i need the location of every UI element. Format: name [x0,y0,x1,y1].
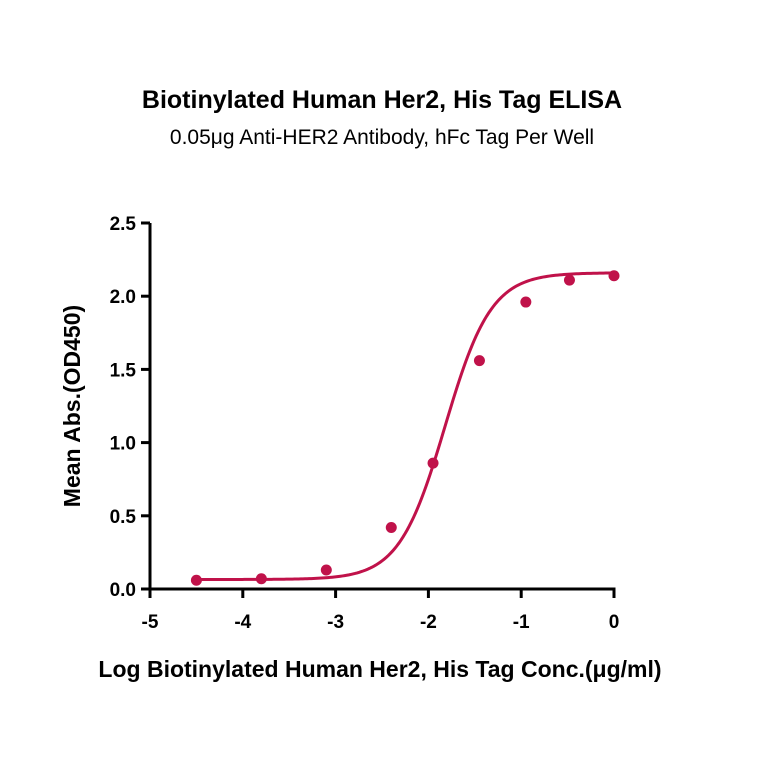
x-tick-label: 0 [609,612,620,633]
data-points-layer [190,270,620,586]
data-point [563,274,575,286]
data-point [473,355,485,367]
data-point [255,573,267,585]
x-tick-label: -1 [513,612,530,633]
chart-title: Biotinylated Human Her2, His Tag ELISA [141,86,623,114]
data-point [385,522,397,534]
axes: 0.0 0.5 1.0 1.5 2.0 2.5 -5 -4 -3 -2 -1 0 [110,214,620,633]
y-tick-label: 0.0 [110,580,136,601]
fit-curve [196,271,615,581]
chart-subtitle: 0.05μg Anti-HER2 Antibody, hFc Tag Per W… [169,126,595,149]
y-axis-title: Mean Abs.(OD450) [59,305,85,507]
x-tick-label: -5 [142,612,159,633]
data-point [320,564,332,576]
y-tick-label: 1.0 [110,434,136,455]
y-tick-label: 2.5 [110,214,137,235]
y-tick-label: 2.0 [110,287,136,308]
x-axis-title: Log Biotinylated Human Her2, His Tag Con… [98,656,661,682]
data-point [427,457,439,469]
x-tick-label: -4 [234,612,251,633]
data-point [608,270,620,282]
data-point [190,574,202,586]
fit-curve-layer [196,271,615,581]
x-tick-label: -3 [327,612,344,633]
y-tick-label: 0.5 [110,507,137,528]
data-point [520,296,532,308]
y-tick-label: 1.5 [110,360,137,381]
x-tick-label: -2 [420,612,437,633]
